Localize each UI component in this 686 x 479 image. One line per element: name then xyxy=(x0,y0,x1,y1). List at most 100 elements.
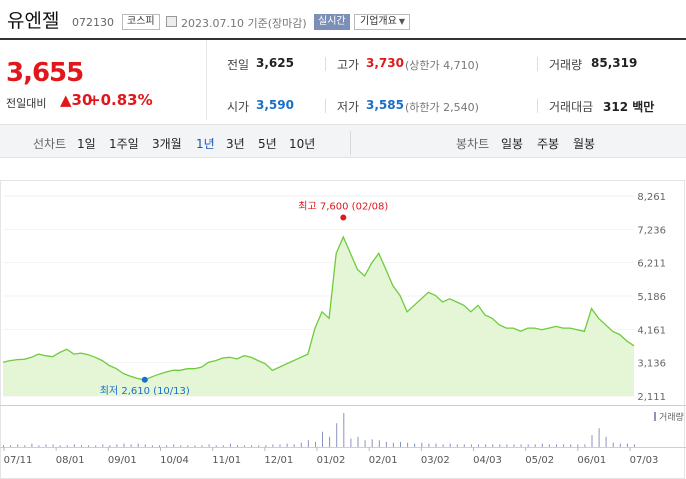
tab-1d[interactable]: 1일 xyxy=(77,137,96,151)
volume-bar xyxy=(591,435,593,447)
volume-bar xyxy=(144,444,146,447)
volume-bar xyxy=(159,445,160,447)
volume-legend: 거래량 xyxy=(659,411,684,423)
volume-bar xyxy=(166,445,168,447)
volume-bar xyxy=(194,445,196,447)
x-tick-label: 09/01 xyxy=(108,455,137,466)
volume-bar xyxy=(619,443,621,447)
x-tick-label: 03/02 xyxy=(421,455,450,466)
stock-name: 유엔젤 xyxy=(7,10,60,32)
high-annotation: 최고 7,600 (02/08) xyxy=(298,200,388,212)
volume-bar xyxy=(584,444,586,447)
volume-bar xyxy=(435,443,437,447)
x-tick-label: 04/03 xyxy=(473,455,502,466)
volume-bar xyxy=(492,444,494,447)
volume-bar xyxy=(31,443,33,447)
volume-bar xyxy=(293,444,295,447)
tab-3y[interactable]: 3년 xyxy=(226,137,245,151)
change-label: 전일대비 xyxy=(6,97,47,110)
tab-3m[interactable]: 3개월 xyxy=(152,137,182,151)
tab-1w[interactable]: 1주일 xyxy=(109,137,139,151)
trade-amount-label: 거래대금 xyxy=(549,100,594,114)
tab-daily[interactable]: 일봉 xyxy=(501,137,524,151)
x-tick-label: 06/01 xyxy=(577,455,606,466)
stat-divider xyxy=(325,57,326,71)
volume-bar xyxy=(208,444,210,447)
y-tick-label: 8,261 xyxy=(637,192,666,203)
volume-bar xyxy=(605,436,607,447)
volume-value: 85,319 xyxy=(591,56,638,70)
tab-1y[interactable]: 1년 xyxy=(196,137,215,151)
price-chart: 8,261 7,236 6,211 5,186 4,161 3,136 2,111 최고 7,… xyxy=(0,160,686,479)
volume-bar xyxy=(24,445,26,447)
volume-bar xyxy=(506,444,508,447)
volume-bar xyxy=(570,444,572,447)
volume-bar xyxy=(350,438,352,447)
volume-bar xyxy=(577,444,579,447)
volume-bar xyxy=(17,444,19,447)
tab-5y[interactable]: 5년 xyxy=(258,137,277,151)
company-overview-select[interactable]: 기업개요 ▼ xyxy=(354,14,410,30)
header-divider xyxy=(0,38,686,40)
volume-bar xyxy=(137,443,139,447)
lower-limit: (하한가 2,540) xyxy=(405,101,479,114)
volume-bar xyxy=(407,442,409,448)
x-tick-label: 10/04 xyxy=(160,455,189,466)
volume-bar xyxy=(180,445,182,447)
chart-tabs: 선차트 1일 1주일 3개월 1년 3년 5년 10년 봉차트 일봉 주봉 월봉 xyxy=(0,124,686,158)
price-line xyxy=(2,235,635,381)
volume-bar xyxy=(548,444,550,447)
volume-bar xyxy=(322,431,323,447)
volume-bar xyxy=(279,444,281,447)
volume-bar xyxy=(556,444,557,447)
volume-bar xyxy=(81,445,82,447)
y-tick-label: 6,211 xyxy=(637,259,666,270)
volume-bar xyxy=(364,440,366,447)
x-tick-label: 02/01 xyxy=(369,455,398,466)
low-label: 저가 xyxy=(337,100,360,114)
volume-bar xyxy=(478,444,479,447)
volume-bar xyxy=(258,445,260,447)
prev-close-label: 전일 xyxy=(227,58,250,72)
volume-bar xyxy=(201,445,203,447)
change-percent: +0.83% xyxy=(88,91,153,109)
stat-divider xyxy=(325,99,326,113)
volume-bar xyxy=(499,444,501,447)
calendar-icon xyxy=(166,16,177,27)
company-overview-label: 기업개요 xyxy=(360,16,397,27)
candle-chart-label: 봉차트 xyxy=(456,137,490,151)
low-annotation: 최저 2,610 (10/13) xyxy=(100,385,190,397)
volume-bar xyxy=(400,441,401,447)
volume-bar xyxy=(626,443,628,447)
volume-bar xyxy=(315,441,316,447)
volume-bar xyxy=(527,444,529,447)
volume-bar xyxy=(3,445,4,447)
volume-bar xyxy=(187,445,189,447)
volume-bar xyxy=(38,445,40,447)
y-tick-label: 2,111 xyxy=(637,392,666,403)
volume-bar xyxy=(385,441,387,447)
volume-bar xyxy=(95,445,97,447)
tab-weekly[interactable]: 주봉 xyxy=(537,137,560,151)
trade-amount-value: 312 백만 xyxy=(603,100,655,114)
current-price: 3,655 xyxy=(6,58,84,88)
x-tick-label: 05/02 xyxy=(525,455,554,466)
tab-10y[interactable]: 10년 xyxy=(289,137,316,151)
volume-bar xyxy=(45,444,47,447)
volume-bar xyxy=(470,444,472,447)
volume-bar xyxy=(463,444,465,447)
volume-bar xyxy=(244,445,246,447)
volume-bar xyxy=(307,440,309,447)
volume-bar xyxy=(173,444,175,447)
volume-bar xyxy=(215,445,217,447)
tab-monthly[interactable]: 월봉 xyxy=(573,137,596,151)
change-value: ▲30 xyxy=(60,91,93,109)
volume-bar xyxy=(130,444,132,447)
volume-bar xyxy=(59,445,61,447)
stock-header: 유엔젤 072130 코스피 2023.07.10 기준(장마감) 실시간 기업… xyxy=(0,0,686,40)
low-marker xyxy=(141,376,148,383)
volume-bar xyxy=(612,442,614,448)
volume-bar xyxy=(123,443,125,447)
realtime-button[interactable]: 실시간 xyxy=(314,14,350,30)
y-tick-label: 3,136 xyxy=(637,359,666,370)
